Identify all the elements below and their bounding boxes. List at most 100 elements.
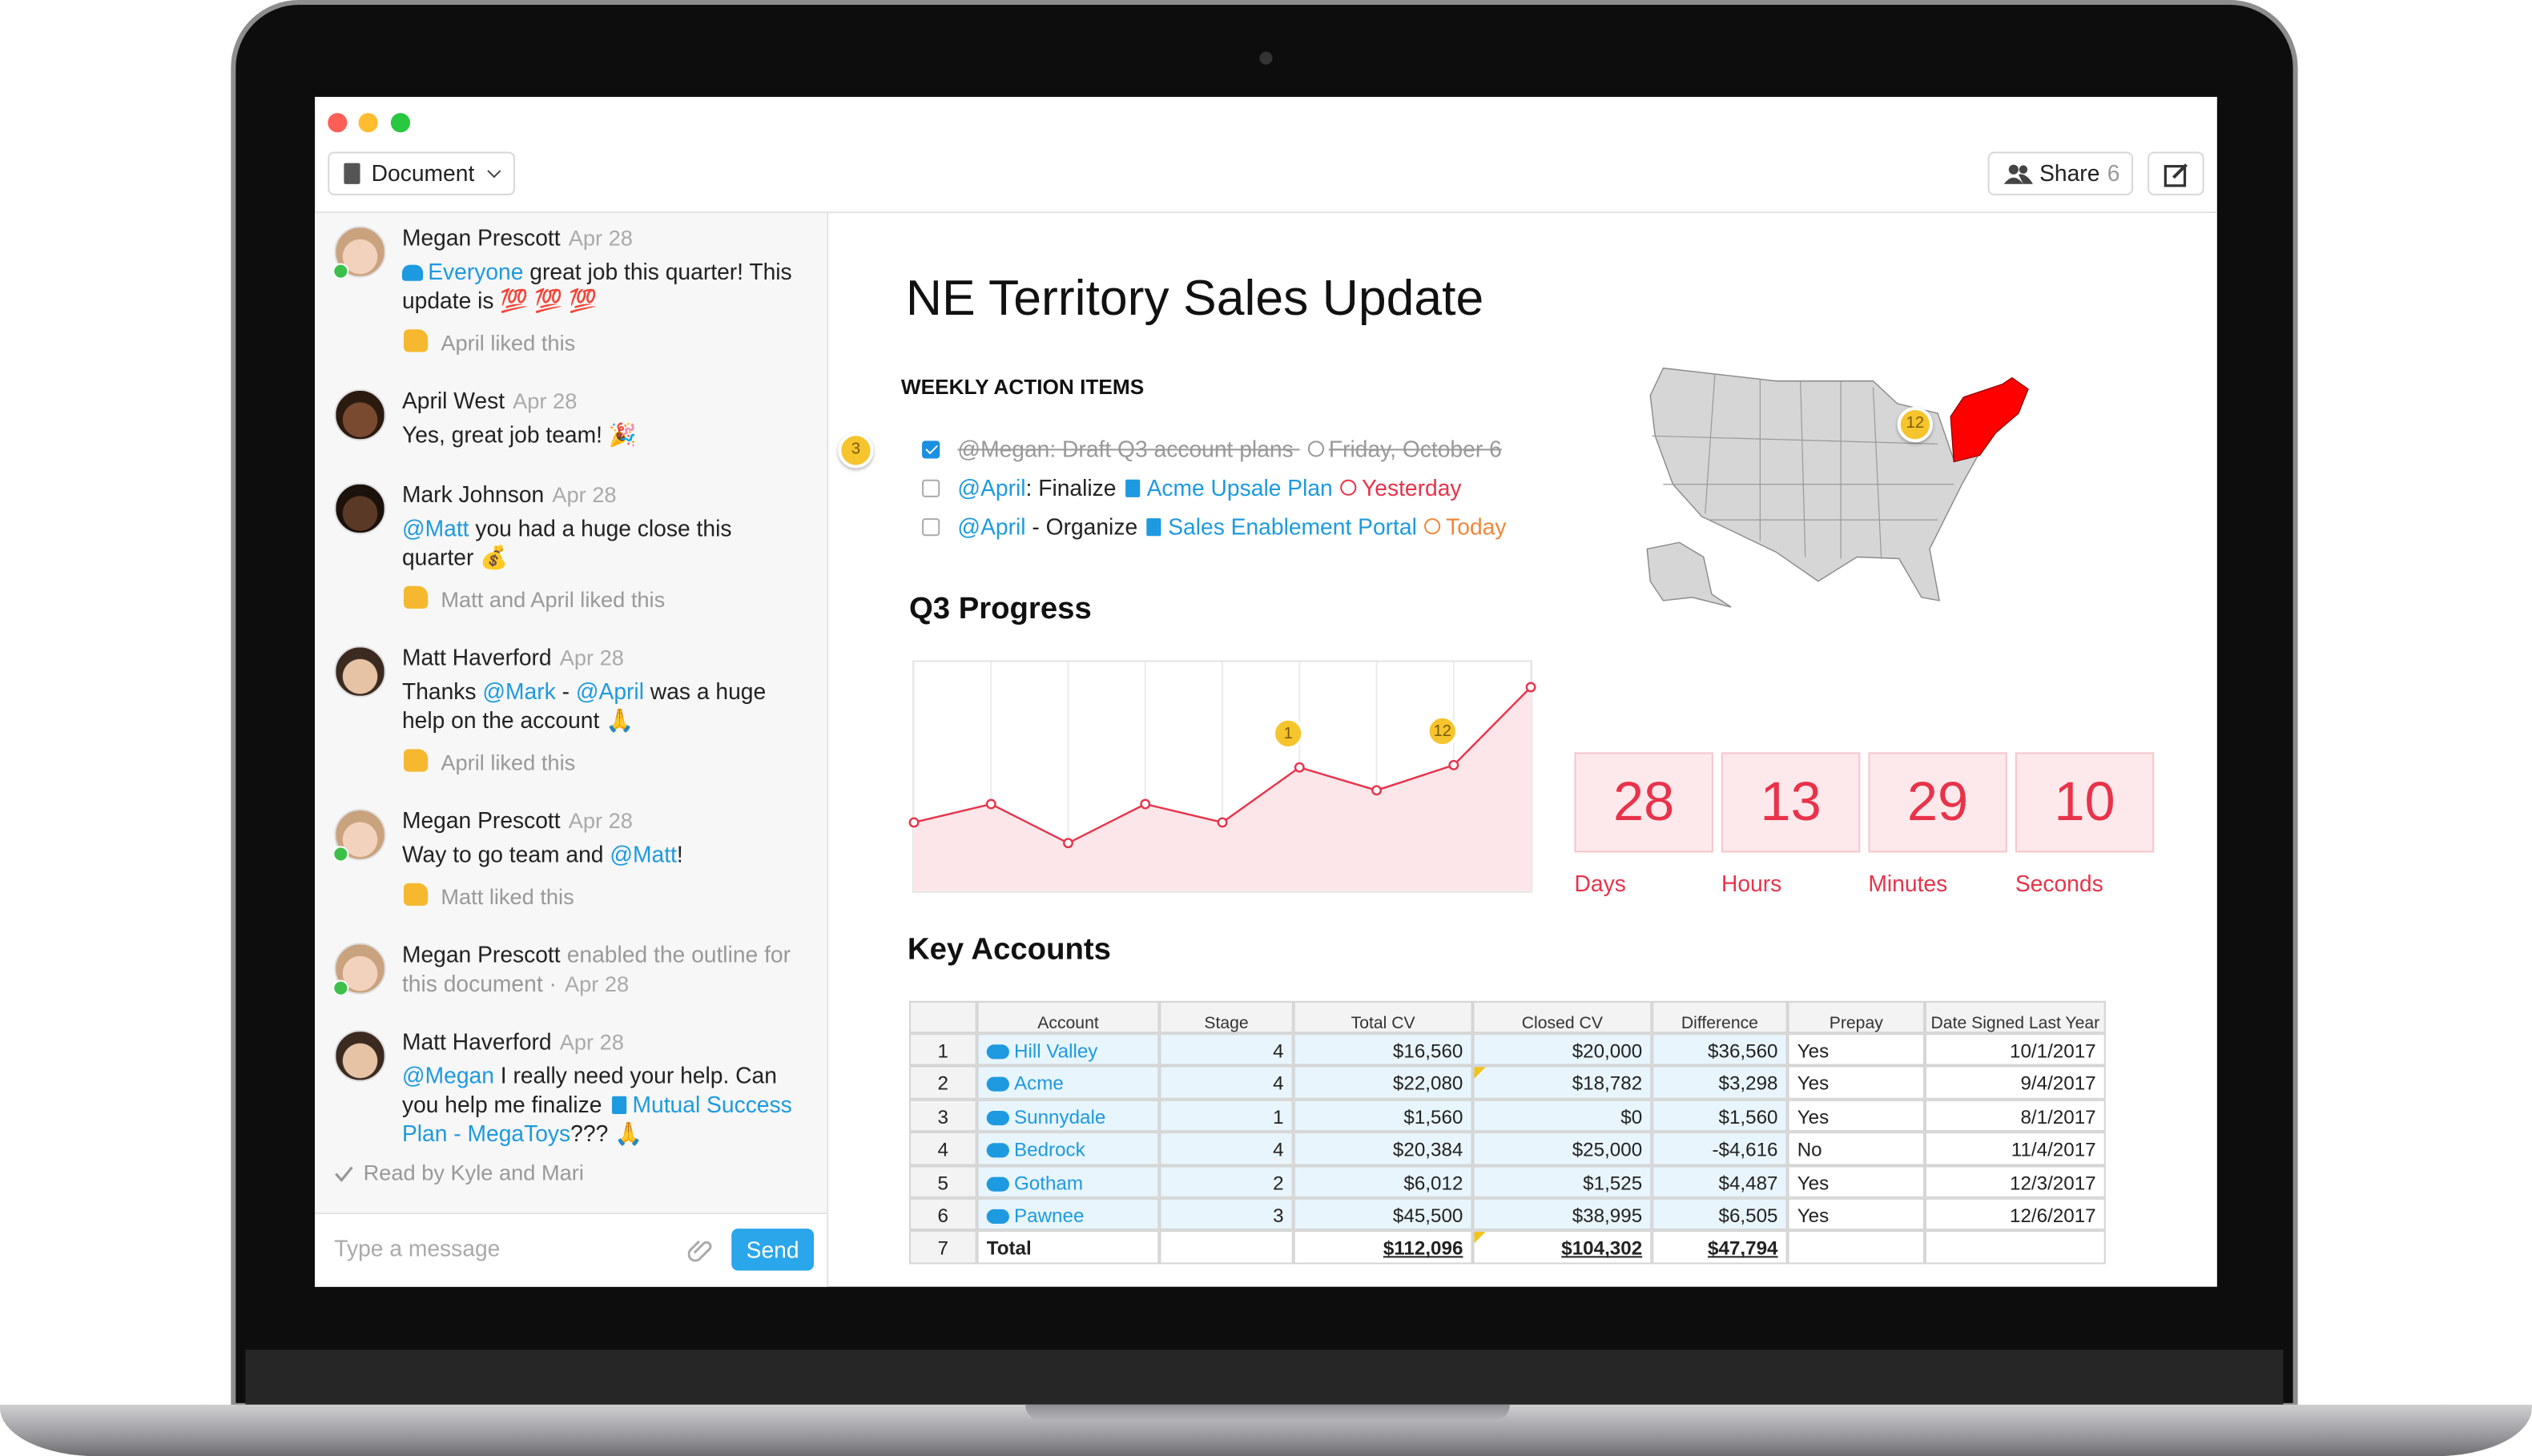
cell-text: $22,080 [1392,1072,1463,1096]
mention: @Matt [610,841,677,867]
message-header: Mark Johnson Apr 28 [402,480,809,510]
send-button[interactable]: Send [731,1229,815,1271]
table-cell: Pawnee [976,1197,1160,1231]
cell-text: Hill Valley [1013,1040,1098,1063]
table-cell: 1 [908,1033,977,1067]
comment-badge[interactable]: 3 [838,432,874,469]
text: Yes, great job team! 🎉 [401,421,637,448]
cell-text: 7 [937,1237,949,1261]
cloud-icon [986,1176,1009,1191]
doc-title: NE Territory Sales Update [905,269,1484,327]
event: enabled the outline for this document · [401,941,791,996]
text: I really need your help. Can you help me… [401,1062,777,1118]
chevron [487,164,501,179]
likes: Matt liked this [402,883,809,912]
area [913,687,1532,891]
message-header: Megan Prescott enabled the outline for th… [402,939,809,999]
cell-text: $36,560 [1708,1040,1778,1063]
input-placeholder: Type a message [334,1235,501,1261]
accounts-heading: Key Accounts [907,933,1111,967]
document-menu[interactable]: Document [328,151,516,195]
table-cell: Gotham [976,1164,1160,1198]
message-body: @Megan I really need your help. Can you … [402,1060,809,1148]
online-dot [332,846,349,863]
cell-text: Yes [1797,1171,1830,1194]
column-header: Date Signed Last Year [1924,1000,2106,1034]
cell-text: $104,302 [1561,1237,1643,1261]
date: Apr 28 [513,388,578,414]
alarm-icon [1307,440,1324,457]
table-cell: 7 [908,1230,977,1265]
point [908,817,920,828]
alarm-icon [1340,479,1357,496]
action-item: @April - Organize Sales Enablement Porta… [957,513,1506,539]
zoom-button[interactable] [390,113,411,133]
table-cell: 11/4/2017 [1924,1132,2106,1165]
minimize-button[interactable] [358,113,378,133]
cell-text: 3 [937,1105,949,1128]
due: Yesterday [1362,474,1462,501]
close-button[interactable] [328,113,348,133]
edit-button[interactable] [2148,151,2204,195]
checkbox[interactable] [922,518,940,537]
message-header: Matt Haverford Apr 28 [402,1027,809,1057]
text: Way to go team and [401,841,610,867]
countdown-box: 28 [1574,752,1713,853]
attach-icon[interactable] [687,1237,714,1262]
avatar [334,482,386,535]
text: - [555,678,576,704]
likes-text: Matt liked this [441,884,574,909]
table-cell: $18,782 [1472,1066,1652,1100]
cell-text: $6,505 [1718,1204,1778,1228]
checkbox[interactable] [922,440,940,459]
point [1140,798,1151,810]
cell-text: Sunnydale [1013,1105,1106,1128]
cell-text: 10/1/2017 [2010,1040,2096,1063]
point-comment[interactable]: 1 [1272,717,1305,750]
comment-bubble [1272,717,1305,750]
cell-text: $112,096 [1383,1237,1463,1261]
table-cell: $1,560 [1652,1099,1788,1132]
table-cell: Sunnydale [976,1099,1160,1132]
table-cell [1159,1230,1294,1265]
text: ! [676,841,683,867]
date: Apr 28 [559,646,624,670]
cell-text: Yes [1797,1105,1830,1128]
checkbox[interactable] [922,479,940,497]
doc-icon [611,1096,626,1114]
point-comment[interactable]: 12 [1426,714,1459,748]
mention: @April [575,678,644,704]
table-cell: 6 [908,1197,977,1231]
cell-text: Pawnee [1013,1204,1085,1228]
table-cell: $20,384 [1293,1132,1473,1165]
table-cell: $4,487 [1652,1164,1788,1198]
map-comment-badge[interactable]: 12 [1897,407,1934,443]
message-body: Yes, great job team! 🎉 [402,420,809,448]
thumb-icon [403,585,429,609]
table-cell: 9/4/2017 [1924,1066,2106,1100]
people-icon [2003,164,2034,184]
table-cell: $104,302 [1472,1230,1652,1265]
text: - Organize [1025,513,1144,540]
text: : Finalize [1025,474,1123,501]
toolbar-divider [315,211,2217,214]
table-cell: 3 [1159,1197,1294,1231]
menu-label: Document [371,159,475,186]
input-divider [315,1212,827,1214]
author: April West [401,387,505,414]
thumb-icon [403,749,429,772]
share-button[interactable]: Share 6 [1987,151,2134,195]
cell-text: 6 [937,1204,949,1228]
cell-text: Gotham [1013,1171,1084,1194]
table-cell: No [1787,1132,1925,1165]
cell-text: $47,794 [1708,1237,1778,1261]
table-cell: $6,012 [1293,1164,1473,1198]
cell-text: 12/3/2017 [2010,1171,2096,1194]
date: Apr 28 [552,482,617,507]
cell-text: 4 [1273,1040,1284,1063]
sidebar [315,211,829,1287]
cell-text: $20,000 [1572,1040,1643,1063]
action-item: @Megan: Draft Q3 account plans Friday, O… [957,436,1501,461]
point [1217,817,1228,828]
